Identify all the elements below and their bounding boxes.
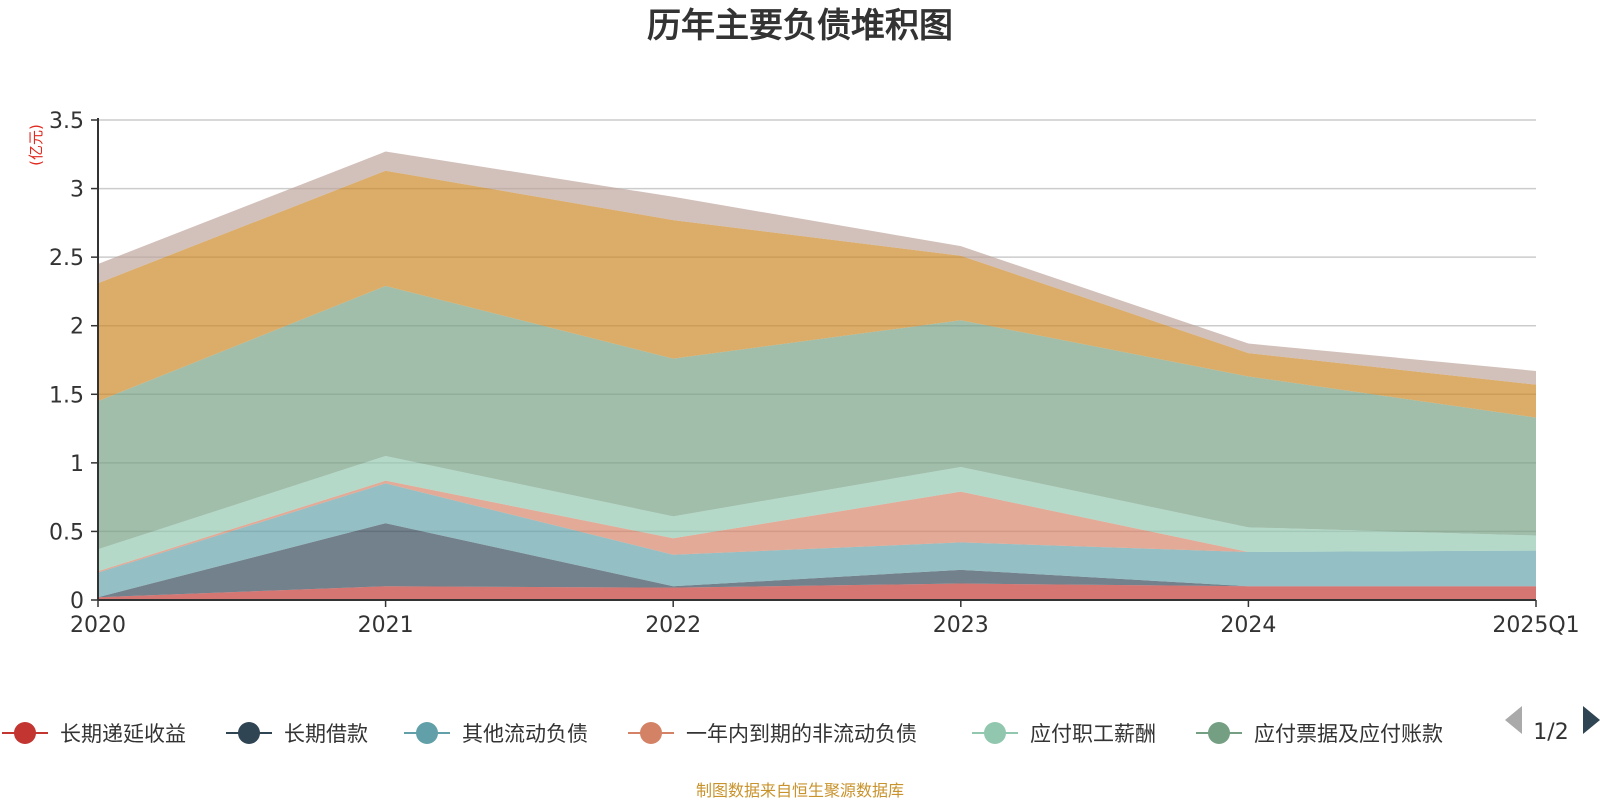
legend-marker-icon [640,722,662,744]
legend-item[interactable]: 长期递延收益 [2,722,186,746]
stacked-area-chart: 历年主要负债堆积图 (亿元) 0 0.5 1 1.5 2 2.5 3 3.5 2020 2021 2… [0,0,1600,800]
legend-item[interactable]: 一年内到期的非流动负债 [628,722,917,746]
legend-page-indicator: 1/2 [1533,720,1568,745]
legend-pager: 1/2 [1505,706,1600,745]
x-tick-label-2021: 2021 [358,613,414,638]
legend-item[interactable]: 其他流动负债 [404,722,588,746]
legend-marker-icon [238,722,260,744]
legend-label: 应付职工薪酬 [1030,722,1156,746]
chart-title: 历年主要负债堆积图 [647,6,953,46]
y-tick-label-1.5: 1.5 [49,383,84,408]
y-tick-label-2: 2 [70,315,84,340]
legend-marker-icon [416,722,438,744]
x-tick-label-2022: 2022 [645,613,701,638]
y-axis-unit-label: (亿元) [27,124,45,166]
legend-label: 应付票据及应付账款 [1254,722,1443,746]
y-tick-label-0.5: 0.5 [49,520,84,545]
x-tick-label-2020: 2020 [70,613,126,638]
legend-marker-icon [984,722,1006,744]
legend-item[interactable]: 应付职工薪酬 [972,722,1156,746]
legend-prev-page-icon[interactable] [1505,706,1522,734]
y-tick-label-3: 3 [70,178,84,203]
legend-label: 长期借款 [284,722,368,746]
legend-item[interactable]: 应付票据及应付账款 [1196,722,1443,746]
y-tick-label-1: 1 [70,452,84,477]
legend-label: 其他流动负债 [462,722,588,746]
area-series-group [98,152,1536,600]
x-tick-label-2024: 2024 [1220,613,1276,638]
legend: 长期递延收益 长期借款 其他流动负债 一年内到期的非流动负债 应付职工薪酬 应付票据及应付… [2,722,1443,746]
legend-marker-icon [14,722,36,744]
legend-next-page-icon[interactable] [1583,706,1600,734]
y-tick-label-3.5: 3.5 [49,109,84,134]
legend-label: 长期递延收益 [60,722,186,746]
legend-item[interactable]: 长期借款 [226,722,368,746]
y-tick-label-0: 0 [70,589,84,614]
legend-marker-icon [1208,722,1230,744]
x-tick-label-2023: 2023 [933,613,989,638]
data-source-note: 制图数据来自恒生聚源数据库 [696,781,904,800]
x-tick-label-2025Q1: 2025Q1 [1492,613,1579,638]
y-tick-label-2.5: 2.5 [49,246,84,271]
legend-label: 一年内到期的非流动负债 [686,722,917,746]
